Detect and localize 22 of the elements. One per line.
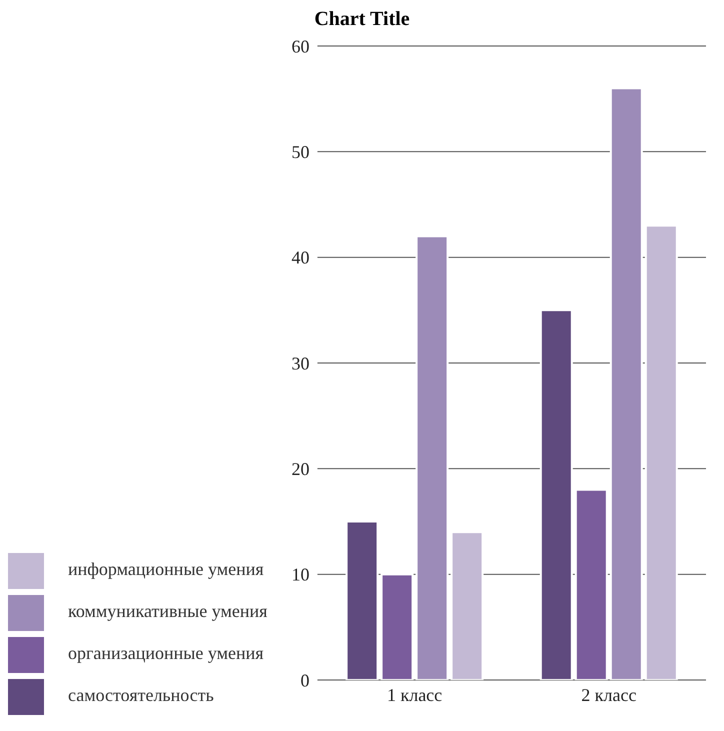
y-tick-label: 20 <box>291 459 310 480</box>
legend-label: коммуникативные умения <box>68 601 268 621</box>
y-tick-label: 10 <box>291 564 310 585</box>
bar <box>610 87 643 680</box>
legend-label: информационные умения <box>68 559 264 579</box>
y-tick-label: 30 <box>291 353 310 374</box>
y-tick-label: 40 <box>291 248 310 268</box>
bar <box>540 309 573 680</box>
legend-label: самостоятельность <box>68 685 214 705</box>
y-tick-label: 60 <box>291 36 310 56</box>
bar <box>380 573 414 680</box>
legend-label: организационные умения <box>68 643 264 663</box>
chart-title: Chart Title <box>313 8 411 32</box>
y-tick-label: 50 <box>291 142 310 162</box>
bar <box>574 488 608 680</box>
x-tick-label: 1 класс <box>386 684 442 705</box>
x-tick-label: 2 класс <box>581 684 636 705</box>
bar <box>644 224 678 680</box>
bar <box>450 531 484 680</box>
bar <box>416 235 449 680</box>
bar <box>346 520 379 680</box>
y-tick-label: 0 <box>300 670 310 690</box>
